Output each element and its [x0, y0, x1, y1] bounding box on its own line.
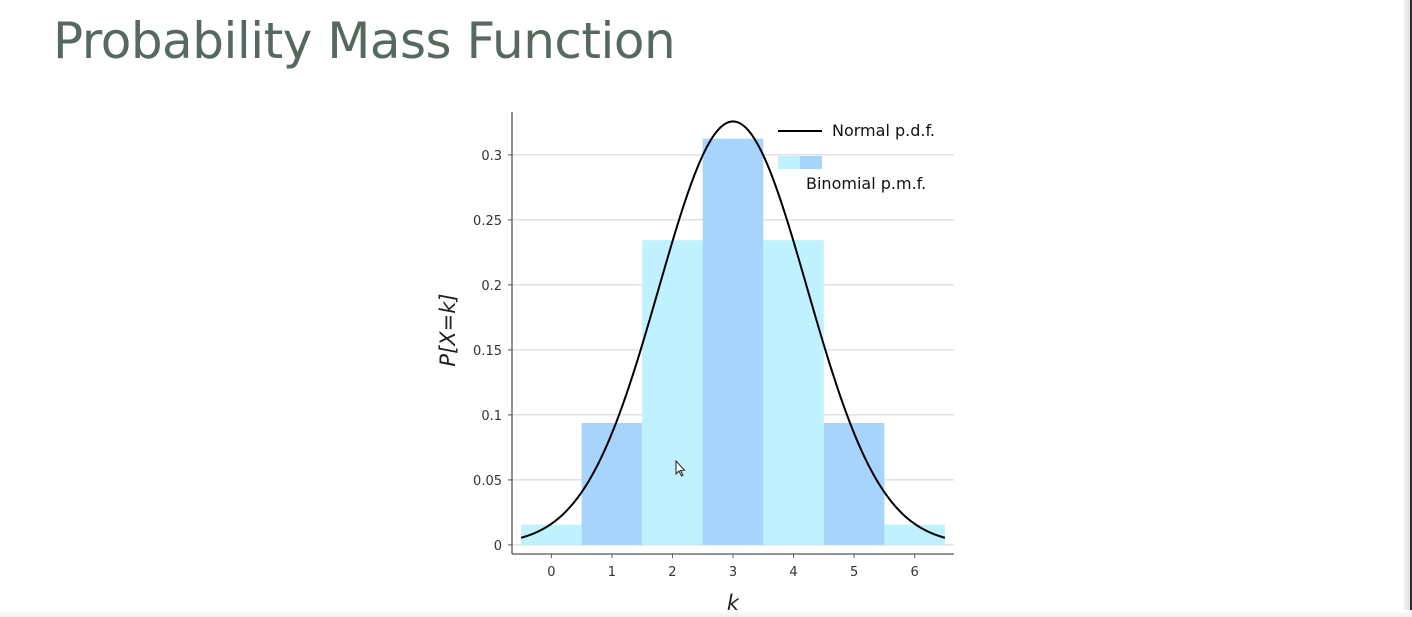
y-tick-label: 0.2 — [481, 279, 502, 294]
y-tick-label: 0.3 — [481, 149, 502, 164]
x-tick-label: 5 — [850, 565, 858, 580]
x-tick-label: 6 — [911, 565, 919, 580]
bars — [521, 138, 945, 545]
legend-label-binomial: Binomial p.m.f. — [806, 174, 926, 193]
y-axis-title: P[X=k] — [436, 293, 460, 366]
legend: Normal p.d.f. Binomial p.m.f. — [778, 121, 935, 193]
y-tick-label: 0.1 — [481, 409, 502, 424]
bar — [884, 524, 945, 545]
bar — [642, 240, 703, 545]
slide-title: Probability Mass Function — [53, 12, 676, 70]
bar — [521, 524, 582, 545]
axes: 0 0.05 0.1 0.15 0.2 0.25 0.3 0 1 2 3 4 5 6 — [473, 112, 954, 580]
mouse-pointer-icon — [675, 459, 686, 477]
window-edge — [1404, 0, 1412, 617]
bottom-edge — [0, 610, 1412, 617]
bar — [702, 138, 764, 545]
legend-bar-swatch-light — [778, 156, 800, 169]
legend-label-normal: Normal p.d.f. — [832, 121, 935, 140]
normal-curve-line — [520, 120, 946, 539]
x-axis-title: k — [727, 591, 740, 615]
y-tick-label: 0.05 — [473, 474, 502, 489]
x-tick-label: 0 — [547, 565, 555, 580]
legend-bar-swatch-dark — [800, 156, 822, 169]
window-border — [1410, 0, 1412, 617]
bar — [823, 422, 885, 545]
bar — [763, 240, 824, 545]
y-tick-label: 0 — [494, 539, 502, 554]
y-tick-label: 0.25 — [473, 214, 502, 229]
y-tick-label: 0.15 — [473, 344, 502, 359]
normal-curve — [520, 120, 946, 539]
x-tick-label: 1 — [608, 565, 616, 580]
x-tick-label: 4 — [789, 565, 797, 580]
x-tick-label: 3 — [729, 565, 737, 580]
x-tick-label: 2 — [668, 565, 676, 580]
bar — [581, 422, 643, 545]
